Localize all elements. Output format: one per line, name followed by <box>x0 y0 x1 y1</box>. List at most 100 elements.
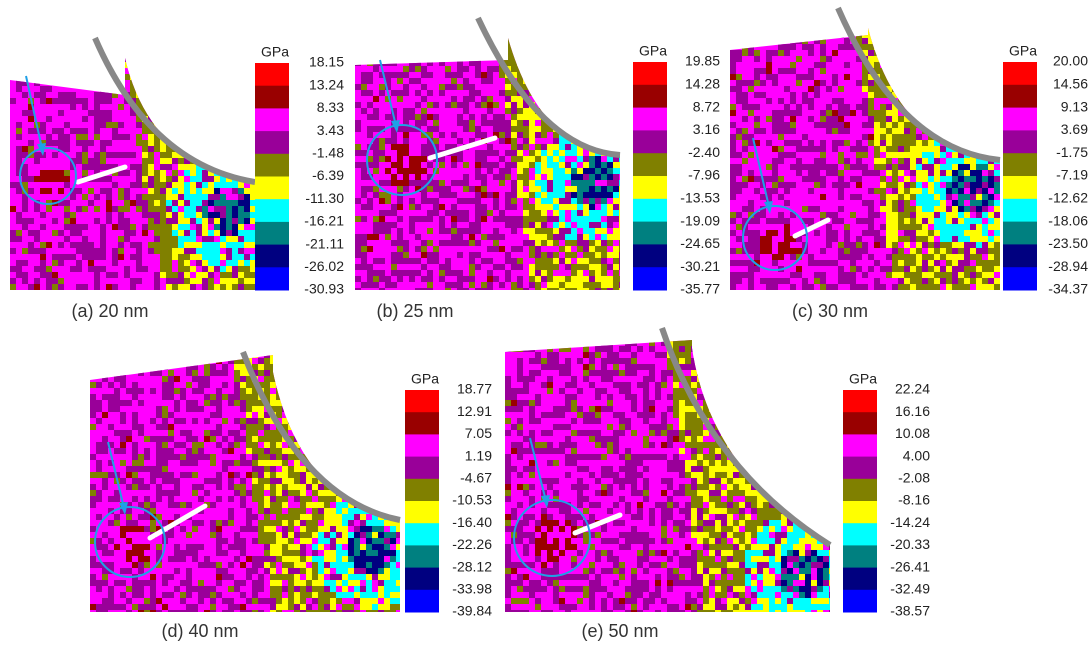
stress-cell <box>619 234 625 240</box>
stress-cell <box>766 56 772 62</box>
stress-cell <box>210 478 216 484</box>
stress-cell <box>892 230 898 236</box>
stress-cell <box>457 72 463 78</box>
stress-cell <box>730 110 736 116</box>
stress-cell <box>226 116 232 122</box>
stress-cell <box>166 74 172 80</box>
stress-cell <box>172 158 178 164</box>
stress-cell <box>373 114 379 120</box>
stress-cell <box>577 66 583 72</box>
stress-cell <box>106 188 112 194</box>
stress-cell <box>826 236 832 242</box>
stress-cell <box>802 176 808 182</box>
stress-cell <box>52 278 58 284</box>
stress-cell <box>499 36 505 42</box>
stress-cell <box>964 56 970 62</box>
stress-cell <box>372 442 378 448</box>
stress-cell <box>208 50 214 56</box>
stress-cell <box>196 170 202 176</box>
stress-cell <box>553 36 559 42</box>
stress-cell <box>868 26 874 32</box>
stress-cell <box>778 248 784 254</box>
stress-cell <box>838 218 844 224</box>
stress-cell <box>886 74 892 80</box>
stress-cell <box>198 382 204 388</box>
stress-cell <box>433 114 439 120</box>
stress-cell <box>553 288 559 294</box>
stress-cell <box>238 164 244 170</box>
stress-cell <box>772 218 778 224</box>
stress-cell <box>276 406 282 412</box>
stress-cell <box>583 156 589 162</box>
stress-cell <box>970 14 976 20</box>
stress-cell <box>541 222 547 228</box>
stress-cell <box>244 146 250 152</box>
stress-cell <box>114 364 120 370</box>
stress-cell <box>238 104 244 110</box>
stress-cell <box>415 270 421 276</box>
stress-cell <box>934 128 940 134</box>
stress-cell <box>132 364 138 370</box>
stress-cell <box>451 240 457 246</box>
stress-cell <box>970 86 976 92</box>
stress-cell <box>136 74 142 80</box>
stress-cell <box>523 42 529 48</box>
stress-cell <box>390 490 396 496</box>
stress-cell <box>844 248 850 254</box>
stress-cell <box>613 234 619 240</box>
stress-cell <box>154 212 160 218</box>
stress-cell <box>415 162 421 168</box>
stress-cell <box>535 84 541 90</box>
stress-cell <box>312 418 318 424</box>
stress-cell <box>100 164 106 170</box>
stress-cell <box>202 248 208 254</box>
stress-cell <box>886 122 892 128</box>
stress-cell <box>928 260 934 266</box>
stress-cell <box>403 66 409 72</box>
stress-cell <box>40 224 46 230</box>
stress-cell <box>964 38 970 44</box>
stress-cell <box>174 376 180 382</box>
stress-cell <box>886 224 892 230</box>
stress-cell <box>535 222 541 228</box>
stress-cell <box>136 182 142 188</box>
stress-cell <box>300 358 306 364</box>
stress-cell <box>583 228 589 234</box>
stress-cell <box>216 412 222 418</box>
stress-cell <box>367 276 373 282</box>
stress-cell <box>270 496 276 502</box>
stress-cell <box>244 104 250 110</box>
stress-cell <box>396 472 402 478</box>
stress-cell <box>529 138 535 144</box>
stress-cell <box>214 38 220 44</box>
stress-cell <box>892 254 898 260</box>
stress-cell <box>46 272 52 278</box>
stress-cell <box>178 122 184 128</box>
stress-cell <box>886 272 892 278</box>
stress-cell <box>138 484 144 490</box>
stress-cell <box>28 146 34 152</box>
stress-cell <box>403 30 409 36</box>
stress-cell <box>481 156 487 162</box>
stress-cell <box>166 206 172 212</box>
stress-cell <box>148 152 154 158</box>
stress-cell <box>282 400 288 406</box>
stress-cell <box>832 140 838 146</box>
stress-cell <box>202 242 208 248</box>
stress-cell <box>922 230 928 236</box>
stress-cell <box>232 164 238 170</box>
stress-cell <box>976 56 982 62</box>
stress-cell <box>511 222 517 228</box>
stress-cell <box>958 26 964 32</box>
stress-cell <box>372 412 378 418</box>
stress-cell <box>76 128 82 134</box>
stress-cell <box>178 278 184 284</box>
stress-cell <box>559 102 565 108</box>
stress-cell <box>982 206 988 212</box>
stress-cell <box>481 192 487 198</box>
stress-cell <box>892 242 898 248</box>
stress-cell <box>162 376 168 382</box>
stress-cell <box>511 54 517 60</box>
stress-cell <box>982 146 988 152</box>
stress-cell <box>814 86 820 92</box>
